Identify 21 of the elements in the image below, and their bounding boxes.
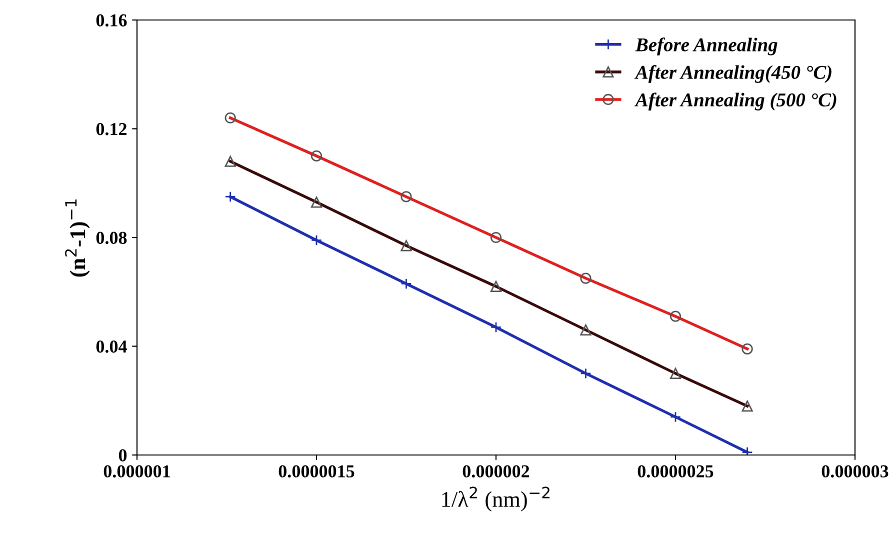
y-tick-label: 0.12 (96, 123, 126, 136)
x-tick-label: 0.000002 (462, 465, 530, 478)
x-tick-label: 0.000001 (104, 465, 170, 478)
x-tick-label: 0.0000015 (278, 465, 354, 478)
y-axis-title: (n$^{2}$-1)$^{−1}$ (65, 200, 90, 277)
y-tick-label: 0 (118, 449, 127, 462)
y-tick-label: 0.16 (96, 14, 127, 27)
point (310, 234, 322, 246)
legend-label: Before Annealing (635, 38, 778, 56)
x-tick-label: 0.000003 (822, 465, 888, 478)
point (224, 191, 236, 202)
point (670, 411, 682, 422)
point (580, 368, 592, 379)
point (490, 322, 502, 333)
legend-label: After Annealing(450 °C) (634, 65, 832, 83)
y-tick-label: 0.08 (96, 232, 127, 244)
x-axis-title: 1/λ$^{2}$ (nm)$^{−2}$ (442, 486, 550, 512)
x-tick-label: 0.0000025 (638, 465, 714, 478)
point (400, 278, 412, 290)
legend-label: After Annealing (500 °C) (634, 92, 836, 110)
y-tick-label: 0.04 (96, 340, 127, 353)
